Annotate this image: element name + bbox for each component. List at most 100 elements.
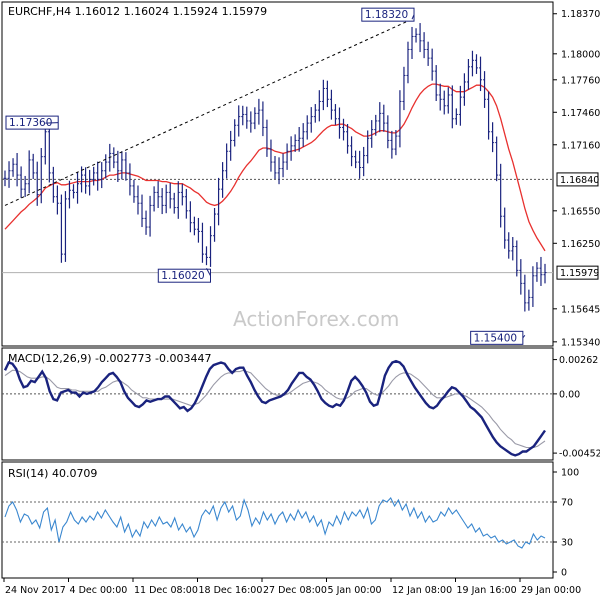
price-bar <box>370 120 374 148</box>
price-bar <box>442 90 446 115</box>
price-bar <box>390 130 394 159</box>
price-bar <box>19 166 23 198</box>
price-bar <box>128 163 132 196</box>
macd-y-tick-label: -0.004526 <box>559 449 600 460</box>
price-bar <box>350 136 354 167</box>
price-level-label: 1.15979 <box>560 268 599 279</box>
price-bar <box>7 161 11 188</box>
price-bar <box>325 80 329 108</box>
price-bar <box>313 104 317 123</box>
price-bar <box>200 222 204 263</box>
price-bar <box>164 184 168 214</box>
price-annotation: 1.16020 <box>157 267 211 283</box>
price-bar <box>233 119 237 147</box>
price-bar <box>535 262 539 282</box>
x-tick-label: 5 Jan 00:00 <box>328 585 382 596</box>
price-bar <box>487 91 491 140</box>
price-bar <box>414 28 418 43</box>
price-annotation-label: 1.15400 <box>474 332 517 344</box>
price-level-label: 1.16840 <box>560 175 599 186</box>
price-bar <box>346 123 350 154</box>
price-bar <box>293 134 297 152</box>
price-bar <box>483 71 487 108</box>
price-bar <box>426 41 430 66</box>
price-bar <box>430 48 434 81</box>
price-bar <box>499 163 503 228</box>
price-bar <box>474 54 478 74</box>
price-bar <box>285 143 289 170</box>
price-bar <box>213 208 217 242</box>
rsi-line <box>4 497 546 549</box>
price-bar <box>196 217 200 243</box>
price-bar <box>237 105 241 137</box>
price-bar <box>245 106 249 129</box>
price-bar <box>297 127 301 152</box>
price-bar <box>120 151 124 180</box>
x-tick-label: 29 Jan 00:00 <box>521 585 581 596</box>
price-bar <box>462 73 466 106</box>
macd-y-tick-label: 0.00262 <box>559 355 598 366</box>
rsi-y-tick-label: 70 <box>561 498 573 509</box>
price-bar <box>422 32 426 59</box>
price-bar <box>148 195 152 237</box>
price-bar <box>27 150 31 194</box>
price-panel: EURCHF,H4 1.16012 1.16024 1.15924 1.1597… <box>1 1 600 348</box>
price-bar <box>454 108 458 125</box>
price-bar <box>342 118 346 141</box>
price-bar <box>84 167 88 194</box>
price-bar <box>410 26 414 60</box>
price-bar <box>184 188 188 219</box>
price-bar <box>511 237 515 261</box>
price-bar <box>281 153 285 178</box>
price-y-tick-label: 1.15645 <box>561 304 600 315</box>
price-bar <box>249 111 253 133</box>
price-bar <box>491 122 495 153</box>
price-bar <box>438 83 442 111</box>
price-bar <box>543 263 547 284</box>
price-y-tick-label: 1.16550 <box>561 206 600 217</box>
price-bar <box>15 152 19 187</box>
price-bar <box>55 185 59 215</box>
price-annotation: 1.17360 <box>5 115 59 130</box>
price-bar <box>261 101 265 137</box>
macd-line <box>3 359 546 457</box>
price-bar <box>374 114 378 136</box>
price-level-box: 1.15979 <box>556 265 599 280</box>
price-bar <box>96 161 100 191</box>
price-bar <box>503 207 507 249</box>
price-bar <box>76 172 80 204</box>
price-bar <box>253 107 257 130</box>
x-axis: 24 Nov 2017 4 Dec 00:00 11 Dec 08:00 18 Dec… <box>3 578 581 596</box>
price-bar <box>88 169 92 196</box>
price-panel-frame <box>1 1 554 347</box>
price-bar <box>217 177 221 226</box>
price-y-tick-label: 1.17460 <box>561 108 600 119</box>
price-annotation-label: 1.18320 <box>365 9 408 21</box>
price-bar <box>519 259 523 295</box>
macd-panel: MACD(12,26,9) -0.002773 -0.003447 0.0026… <box>1 347 600 461</box>
price-bar <box>116 150 120 183</box>
trend-line <box>4 18 413 206</box>
price-level-box: 1.16840 <box>556 172 599 187</box>
price-bar <box>479 56 483 92</box>
price-annotation-label: 1.16020 <box>161 270 204 282</box>
price-y-tick-label: 1.17760 <box>561 75 600 86</box>
price-bar <box>132 179 136 203</box>
price-bar <box>23 175 27 197</box>
price-bar <box>277 157 281 185</box>
price-bar <box>301 123 305 147</box>
price-bar <box>72 184 76 199</box>
price-bar <box>124 152 128 181</box>
price-bar <box>406 41 410 84</box>
price-bar <box>192 216 196 236</box>
price-bar <box>209 226 213 267</box>
macd-y-tick-label: 0.00 <box>559 389 580 400</box>
price-bar <box>418 23 422 53</box>
price-bar <box>398 90 402 148</box>
price-bar <box>386 115 390 149</box>
price-bar <box>382 104 386 132</box>
price-bar <box>394 130 398 156</box>
price-bar <box>458 85 462 126</box>
price-bar <box>531 266 535 307</box>
